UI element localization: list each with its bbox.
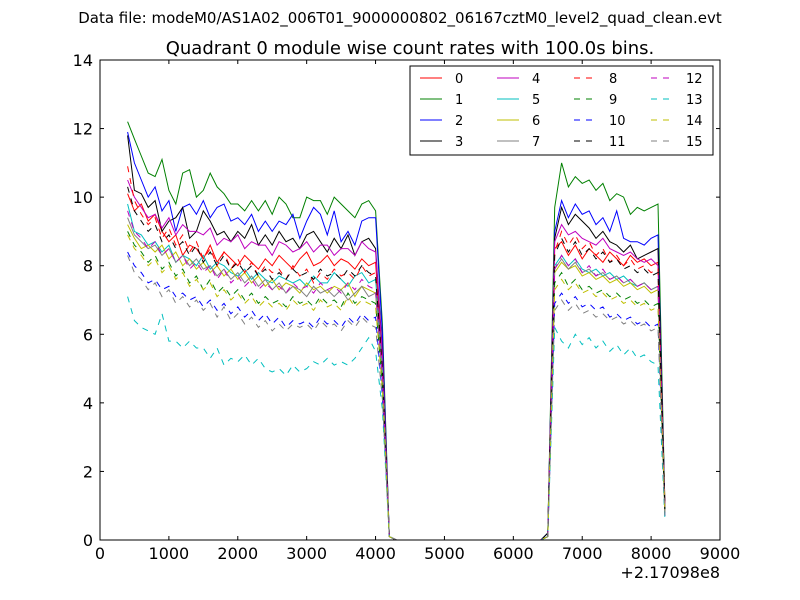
ticks-layer: 0 1000 2000 3000 4000 5000 6000 7000 8000 9000 0 2 4… — [73, 51, 741, 563]
y-tick-label: 4 — [83, 394, 93, 413]
plot-frame — [99, 59, 721, 541]
y-tick-label: 0 — [83, 531, 93, 550]
legend-label-4: 4 — [532, 72, 540, 87]
legend-label-12: 12 — [686, 72, 703, 87]
series-line-13 — [127, 296, 666, 541]
legend-label-7: 7 — [532, 135, 540, 150]
legend-label-11: 11 — [609, 135, 626, 150]
chart-title: Quadrant 0 module wise count rates with … — [166, 38, 655, 59]
x-tick-label: 8000 — [631, 544, 672, 563]
legend-label-9: 9 — [609, 93, 617, 108]
legend-label-3: 3 — [455, 135, 463, 150]
x-offset-label: +2.17098e8 — [620, 563, 720, 582]
x-tick-label: 0 — [95, 544, 105, 563]
y-tick-label: 6 — [83, 325, 93, 344]
x-tick-label: 3000 — [286, 544, 327, 563]
legend-label-1: 1 — [455, 93, 463, 108]
legend-label-15: 15 — [686, 135, 703, 150]
y-tick-label: 14 — [73, 51, 93, 70]
x-tick-label: 4000 — [355, 544, 396, 563]
legend-label-14: 14 — [686, 114, 703, 129]
x-tick-label: 9000 — [700, 544, 741, 563]
y-tick-label: 2 — [83, 462, 93, 481]
x-tick-label: 1000 — [149, 544, 190, 563]
legend-box — [409, 65, 714, 156]
x-tick-label: 7000 — [562, 544, 603, 563]
y-tick-label: 8 — [83, 257, 93, 276]
legend-label-5: 5 — [532, 93, 540, 108]
legend-label-13: 13 — [686, 93, 703, 108]
x-tick-label: 2000 — [217, 544, 258, 563]
suptitle: Data file: modeM0/AS1A02_006T01_90000008… — [78, 9, 722, 28]
legend-label-6: 6 — [532, 114, 540, 129]
legend-label-2: 2 — [455, 114, 463, 129]
x-tick-label: 6000 — [493, 544, 534, 563]
x-tick-label: 5000 — [424, 544, 465, 563]
legend-label-10: 10 — [609, 114, 626, 129]
y-tick-label: 12 — [73, 120, 93, 139]
series-line-14 — [127, 234, 666, 541]
legend-label-8: 8 — [609, 72, 617, 87]
legend-label-0: 0 — [455, 72, 463, 87]
y-tick-label: 10 — [73, 188, 93, 207]
